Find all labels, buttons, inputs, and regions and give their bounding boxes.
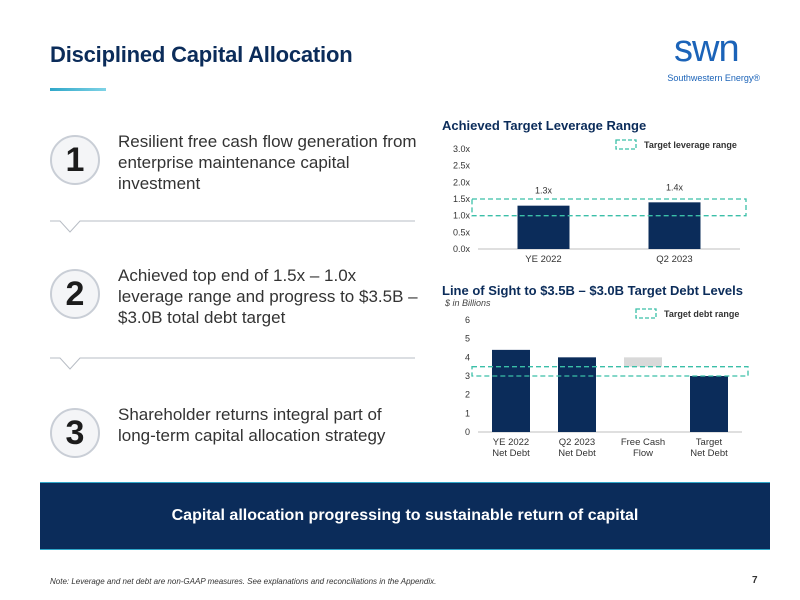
point-3: 3 Shareholder returns integral part of l…: [50, 405, 430, 478]
x-tick-label: Free Cash: [621, 437, 665, 448]
y-tick-label: 6: [465, 315, 470, 325]
target-range-box: [471, 198, 747, 217]
bar: [492, 349, 530, 432]
point-3-text: Shareholder returns integral part of lon…: [118, 405, 386, 445]
debt-chart-title: Line of Sight to $3.5B – $3.0B Target De…: [442, 283, 743, 298]
bar: [690, 376, 728, 432]
legend-label: Target debt range: [664, 309, 739, 319]
y-tick-label: 1.0x: [453, 211, 471, 221]
swn-logo: swn Southwestern Energy®: [640, 28, 770, 88]
y-tick-label: 0.0x: [453, 244, 471, 254]
leverage-chart-title: Achieved Target Leverage Range: [442, 118, 647, 133]
y-tick-label: 0.5x: [453, 227, 471, 237]
point-1-text: Resilient free cash flow generation from…: [118, 132, 417, 193]
bar: [624, 357, 662, 367]
bar: [558, 357, 596, 432]
page-number: 7: [752, 575, 758, 586]
title-underline: [50, 88, 106, 91]
x-tick-label: Q2 2023: [559, 437, 595, 448]
point-2: 2 Achieved top end of 1.5x – 1.0x levera…: [50, 266, 430, 339]
y-tick-label: 4: [465, 352, 470, 362]
page-title: Disciplined Capital Allocation: [50, 42, 353, 67]
y-tick-label: 2.5x: [453, 161, 471, 171]
legend-swatch: [615, 139, 637, 150]
x-tick-label: Q2 2023: [656, 254, 692, 265]
bar: [648, 202, 701, 249]
y-tick-label: 1: [465, 408, 470, 418]
leverage-chart: 0.0x 0.5x 1.0x 1.5x 2.0x 2.5x 3.0x 1.3x YE 2022 1…: [453, 139, 747, 265]
banner-text: Capital allocation progressing to sustai…: [52, 489, 758, 543]
y-tick-label: 3.0x: [453, 144, 471, 154]
y-tick-label: 1.5x: [453, 194, 471, 204]
y-tick-label: 2.0x: [453, 177, 471, 187]
number-badge-3: 3: [50, 408, 100, 458]
number-badge-2: 2: [50, 269, 100, 319]
x-tick-label: YE 2022: [525, 254, 561, 265]
legend-label: Target leverage range: [644, 140, 737, 150]
y-tick-label: 2: [465, 390, 470, 400]
debt-chart-units: $ in Billions: [445, 298, 491, 308]
data-label: 1.4x: [666, 182, 684, 192]
divider-1: [50, 218, 415, 238]
point-1: 1 Resilient free cash flow generation fr…: [50, 132, 430, 205]
x-tick-label: Target: [696, 437, 723, 448]
x-tick-label: Flow: [633, 448, 653, 459]
logo-wordmark: swn: [674, 28, 740, 70]
x-tick-label: Net Debt: [558, 448, 596, 459]
conclusion-banner: Capital allocation progressing to sustai…: [40, 482, 770, 550]
divider-2: [50, 355, 415, 375]
y-tick-label: 0: [465, 427, 470, 437]
data-label: 1.3x: [535, 186, 553, 196]
x-tick-label: Net Debt: [492, 448, 530, 459]
bar: [517, 205, 570, 249]
target-range-box: [471, 366, 749, 377]
x-tick-label: Net Debt: [690, 448, 728, 459]
logo-subtitle: Southwestern Energy®: [667, 73, 760, 83]
point-2-text: Achieved top end of 1.5x – 1.0x leverage…: [118, 266, 418, 327]
number-badge-1: 1: [50, 135, 100, 185]
x-tick-label: YE 2022: [493, 437, 529, 448]
legend-swatch: [635, 308, 657, 319]
footnote: Note: Leverage and net debt are non-GAAP…: [50, 577, 437, 586]
y-tick-label: 3: [465, 371, 470, 381]
y-tick-label: 5: [465, 334, 470, 344]
